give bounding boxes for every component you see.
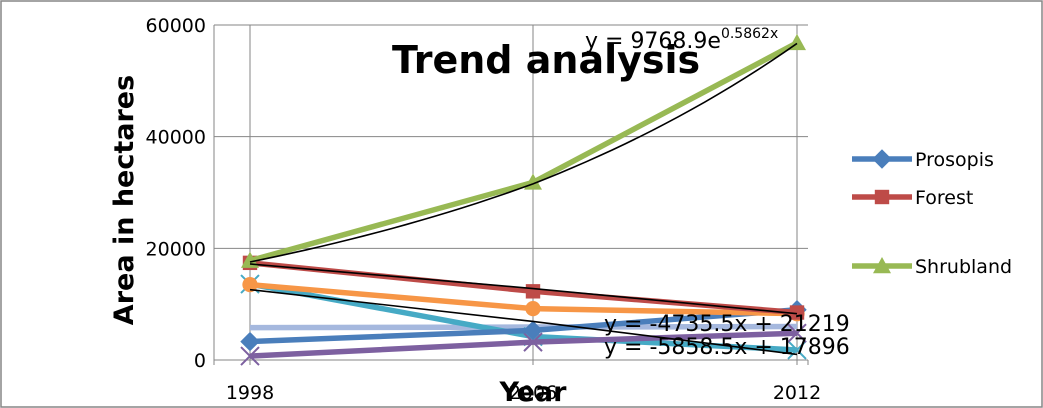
y-tick-label: 0 xyxy=(194,350,206,372)
y-axis-title: Area in hectares xyxy=(109,75,140,325)
legend-item-prosopis: Prosopis xyxy=(852,149,994,171)
data-point xyxy=(874,189,890,205)
legend-item-forest: Forest xyxy=(852,187,973,209)
legend-label: Prosopis xyxy=(915,149,994,171)
chart-title: Trend analysis xyxy=(392,38,700,82)
y-tick-label: 60000 xyxy=(146,15,206,37)
tick-labels: 0 20000 40000 60000 1998 2006 2012 xyxy=(146,15,822,404)
data-point xyxy=(523,320,543,341)
data-point xyxy=(525,300,541,317)
trendline-linear xyxy=(249,263,798,315)
data-point xyxy=(789,305,805,320)
data-point xyxy=(525,284,541,299)
data-point xyxy=(240,331,260,352)
trendline-equation: y = 9768.9e0.5862x xyxy=(585,26,778,54)
data-point xyxy=(873,257,891,274)
trendline-exponential xyxy=(249,42,798,263)
axes xyxy=(213,25,809,365)
legend-item-shrubland: Shrubland xyxy=(852,256,1012,278)
x-axis-title: Year xyxy=(499,377,568,408)
data-point xyxy=(787,323,807,343)
y-tick-label: 20000 xyxy=(146,238,206,260)
legend-label: Forest xyxy=(915,187,973,209)
data-point xyxy=(242,276,258,293)
trendline-linear xyxy=(249,288,798,356)
trendlines: y = 9768.9e0.5862x y = -4735.5x + 21219y … xyxy=(249,26,850,360)
x-tick-label: 2012 xyxy=(773,382,821,404)
legend: Prosopis Forest Shrubland xyxy=(852,149,1012,278)
series-unnamed-3 xyxy=(240,323,807,366)
y-tick-label: 40000 xyxy=(146,127,206,149)
data-point xyxy=(872,149,892,169)
trendline-equation: y = -4735.5x + 21219 xyxy=(604,312,850,337)
data-point xyxy=(240,346,260,366)
data-point xyxy=(523,332,543,352)
x-tick-label: 2006 xyxy=(509,382,557,404)
legend-label: Shrubland xyxy=(915,256,1012,278)
trendline-equation: y = -5858.5x + 17896 xyxy=(604,335,850,360)
x-tick-label: 1998 xyxy=(226,382,274,404)
data-point xyxy=(787,340,807,360)
